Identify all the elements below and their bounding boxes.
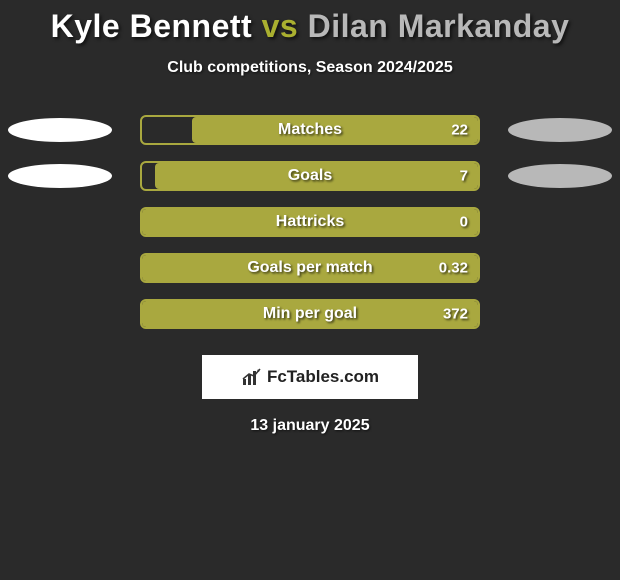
stat-value: 7 (460, 168, 468, 185)
stat-label: Goals (288, 167, 332, 185)
stat-value: 22 (451, 122, 468, 139)
page-title: Kyle Bennett vs Dilan Markanday (0, 8, 620, 45)
stat-row: Goals per match 0.32 (0, 245, 620, 291)
date-text: 13 january 2025 (0, 417, 620, 435)
player-b-indicator (508, 164, 612, 188)
stat-bar: Goals 7 (140, 161, 480, 191)
chart-icon (241, 367, 263, 387)
stat-label: Goals per match (247, 259, 372, 277)
stat-label: Matches (278, 121, 342, 139)
brand-text: FcTables.com (267, 367, 379, 387)
stat-value: 372 (443, 306, 468, 323)
stats-area: Matches 22 Goals 7 Hattricks 0 Goals per match… (0, 107, 620, 337)
stat-value: 0 (460, 214, 468, 231)
player-a-indicator (8, 164, 112, 188)
stat-bar: Matches 22 (140, 115, 480, 145)
stat-value: 0.32 (439, 260, 468, 277)
player-a-name: Kyle Bennett (51, 8, 253, 44)
stat-row: Hattricks 0 (0, 199, 620, 245)
stat-bar: Goals per match 0.32 (140, 253, 480, 283)
player-b-indicator (508, 118, 612, 142)
brand-box[interactable]: FcTables.com (202, 355, 418, 399)
player-a-indicator (8, 118, 112, 142)
stat-row: Min per goal 372 (0, 291, 620, 337)
stat-row: Goals 7 (0, 153, 620, 199)
player-b-name: Dilan Markanday (308, 8, 570, 44)
subtitle: Club competitions, Season 2024/2025 (0, 59, 620, 77)
vs-text: vs (262, 8, 299, 44)
stat-row: Matches 22 (0, 107, 620, 153)
stat-bar: Min per goal 372 (140, 299, 480, 329)
comparison-widget: Kyle Bennett vs Dilan Markanday Club com… (0, 0, 620, 435)
brand-logo: FcTables.com (241, 367, 379, 387)
stat-label: Min per goal (263, 305, 357, 323)
stat-label: Hattricks (276, 213, 344, 231)
stat-bar: Hattricks 0 (140, 207, 480, 237)
